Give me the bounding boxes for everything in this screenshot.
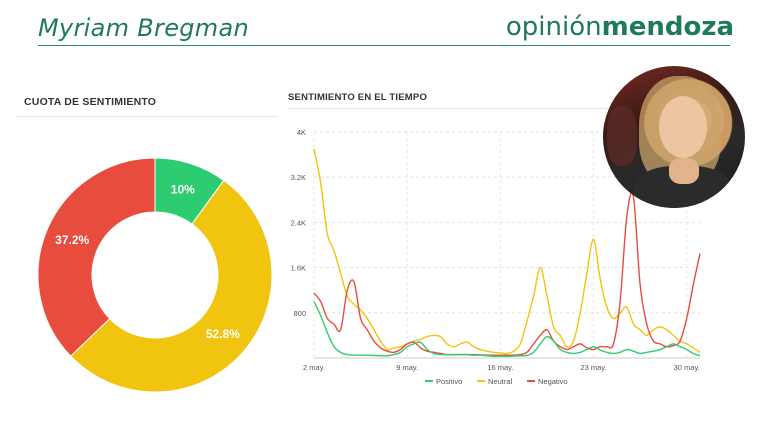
donut-slice-1 xyxy=(70,179,273,393)
series-line-negativo xyxy=(313,192,701,356)
header-divider xyxy=(38,45,730,46)
legend-label-neutral: Neutral xyxy=(488,377,513,386)
person-portrait-icon xyxy=(603,66,745,208)
donut-slice-label-1: 52.8% xyxy=(206,327,240,341)
line-chart: 800 1.6K 2.4K 3.2K 4K 2 may. 9 may. 16 may. 23 m… xyxy=(291,128,701,386)
donut-panel-title: CUOTA DE SENTIMIENTO xyxy=(24,96,157,108)
brand-logo-bold: mendoza xyxy=(601,12,734,42)
legend-label-negativo: Negativo xyxy=(538,377,568,386)
x-tick-label: 23 may. xyxy=(580,363,606,372)
brand-logo-light: opinión xyxy=(505,12,602,42)
y-tick-label: 3.2K xyxy=(291,173,306,182)
page-title: Myriam Bregman xyxy=(38,14,249,42)
series-line-positivo xyxy=(313,301,701,358)
y-tick-label: 4K xyxy=(297,128,306,137)
brand-logo: opiniónmendoza xyxy=(506,12,734,42)
donut-slice-label-2: 37.2% xyxy=(55,233,89,247)
y-tick-label: 1.6K xyxy=(291,264,306,273)
line-panel-title: SENTIMIENTO EN EL TIEMPO xyxy=(288,92,428,103)
x-tick-label: 16 may. xyxy=(487,363,513,372)
x-tick-label: 30 may. xyxy=(674,363,700,372)
legend-label-positivo: Positivo xyxy=(436,377,462,386)
photo-crowd xyxy=(607,106,637,166)
donut-chart: 10% 52.8% 37.2% xyxy=(37,157,273,393)
photo-hand xyxy=(669,158,699,184)
donut-panel-divider xyxy=(16,116,278,117)
series-line-neutral xyxy=(313,148,701,355)
line-panel-divider xyxy=(288,108,608,109)
donut-slice-2 xyxy=(37,157,156,357)
x-tick-label: 9 may. xyxy=(396,363,418,372)
photo-face xyxy=(659,96,707,158)
donut-slice-label-0: 10% xyxy=(171,182,195,196)
y-tick-label: 2.4K xyxy=(291,218,306,227)
y-tick-label: 800 xyxy=(293,309,306,318)
x-tick-label: 2 may. xyxy=(303,363,325,372)
